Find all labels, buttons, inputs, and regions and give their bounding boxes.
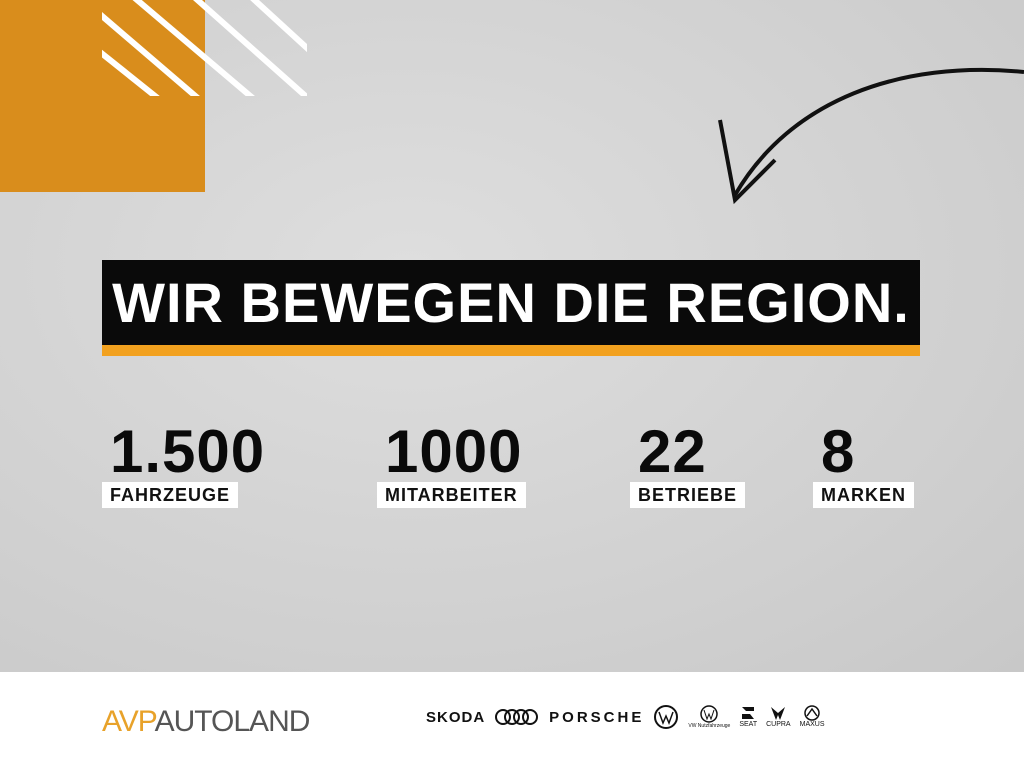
stat-label: BETRIEBE [630,482,746,508]
headline-underline [102,345,920,356]
stripe [132,0,255,96]
stat-label: MARKEN [813,482,914,508]
stat-fahrzeuge: 1.500 FAHRZEUGE [102,418,266,508]
stripe [250,0,307,53]
vw-commercial-icon [700,705,719,723]
stripe [102,12,200,96]
vw-commercial-logo: VW Nutzfahrzeuge [688,705,730,729]
stat-value: 22 [638,418,707,485]
curved-arrow-icon [718,67,1024,205]
maxus-logo: MAXUS [800,705,825,729]
stat-label: FAHRZEUGE [102,482,239,508]
headline-banner: WIR BEWEGEN DIE REGION. [102,260,920,345]
stat-mitarbeiter: 1000 MITARBEITER [377,418,526,508]
skoda-logo: SKODA [426,708,486,726]
footer [0,672,1024,768]
stat-label: MITARBEITER [377,482,526,508]
seat-logo: SEAT [739,705,757,729]
stat-betriebe: 22 BETRIEBE [630,418,746,508]
maxus-icon [804,705,820,721]
porsche-logo: PORSCHE [549,708,645,726]
cupra-logo: CUPRA [766,705,791,729]
stripe [102,49,160,96]
audi-rings-icon [495,709,539,725]
stripe [192,0,307,96]
vw-commercial-caption: VW Nutzfahrzeuge [688,723,731,729]
seat-icon [742,707,755,719]
stat-marken: 8 MARKEN [813,418,914,508]
vw-icon [654,705,679,729]
diagonal-stripes [102,0,307,96]
stat-value: 8 [821,418,856,485]
stat-value: 1.500 [110,418,266,485]
avp-autoland-logo: AVPAUTOLAND [102,705,310,738]
brand-logos: SKODA PORSCHE VW Nutzfahrzeuge SEAT CUPR… [426,704,825,730]
cupra-icon [771,707,786,720]
stat-value: 1000 [385,418,523,485]
